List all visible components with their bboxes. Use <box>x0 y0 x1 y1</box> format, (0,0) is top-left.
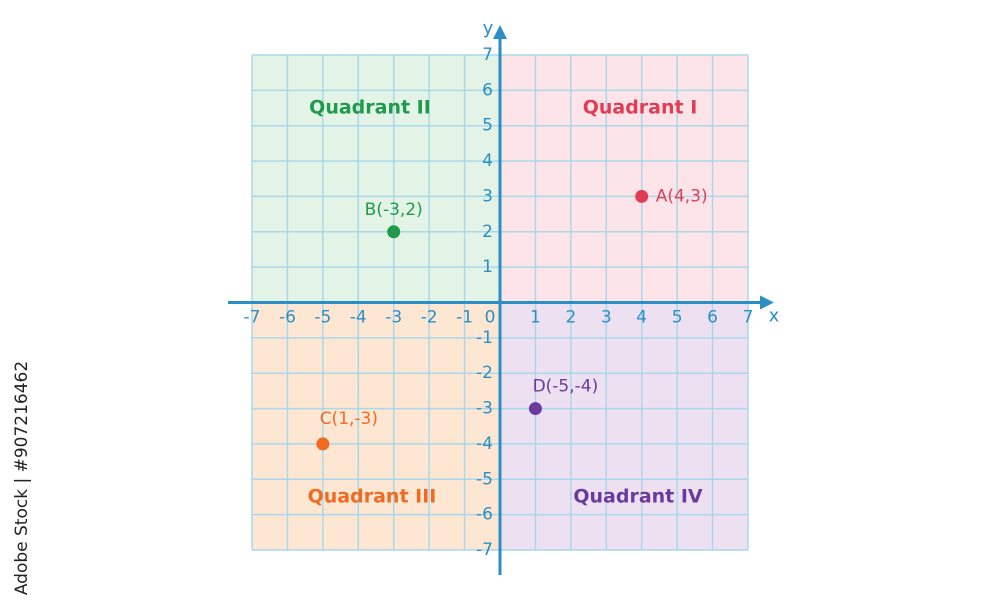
x-tick-label: -7 <box>244 308 261 328</box>
x-tick-label: 7 <box>743 308 754 328</box>
y-tick-label: 6 <box>482 80 493 100</box>
x-tick-label: -5 <box>314 308 331 328</box>
x-tick-label: 6 <box>707 308 718 328</box>
y-tick-label: 3 <box>482 186 493 206</box>
y-tick-label: -2 <box>476 363 493 383</box>
point <box>316 437 330 451</box>
y-tick-label: -7 <box>476 540 493 560</box>
x-tick-label: 5 <box>672 308 683 328</box>
x-tick-label: -6 <box>279 308 296 328</box>
x-tick-label: 0 <box>485 308 496 328</box>
watermark: Adobe Stock | #907216462 <box>12 361 32 595</box>
x-tick-label: -3 <box>385 308 402 328</box>
quadrant-label: Quadrant I <box>583 97 698 119</box>
quadrant-label: Quadrant IV <box>573 485 703 507</box>
quadrant-fill <box>252 55 500 303</box>
point <box>528 402 542 416</box>
y-tick-label: -3 <box>476 399 493 419</box>
x-tick-label: -1 <box>456 308 473 328</box>
quadrant-fill <box>252 302 500 550</box>
y-tick-label: 4 <box>482 151 493 171</box>
x-axis-label: x <box>769 306 780 327</box>
y-axis-label: y <box>483 18 494 39</box>
y-tick-label: -5 <box>476 469 493 489</box>
quadrant-fill <box>500 302 748 550</box>
y-axis-arrow <box>493 25 507 39</box>
y-tick-label: 1 <box>482 257 493 277</box>
y-tick-label: 5 <box>482 116 493 136</box>
y-tick-label: -1 <box>476 328 493 348</box>
quadrant-label: Quadrant II <box>309 97 431 119</box>
x-tick-label: -2 <box>421 308 438 328</box>
x-tick-label: 4 <box>636 308 647 328</box>
point-label: A(4,3) <box>656 186 708 206</box>
x-tick-label: 1 <box>530 308 541 328</box>
point-label: C(1,-3) <box>320 409 378 429</box>
point <box>387 225 401 239</box>
point-label: D(-5,-4) <box>533 377 599 397</box>
x-axis-arrow <box>760 295 774 310</box>
quadrant-label: Quadrant III <box>308 485 437 507</box>
y-tick-label: 2 <box>482 222 493 242</box>
x-tick-label: -4 <box>350 308 367 328</box>
point <box>635 189 649 203</box>
x-tick-label: 3 <box>601 308 612 328</box>
y-tick-label: -4 <box>476 434 493 454</box>
y-tick-label: 7 <box>482 45 493 65</box>
x-tick-label: 2 <box>565 308 576 328</box>
quadrant-fill <box>500 55 748 303</box>
point-label: B(-3,2) <box>365 200 423 220</box>
y-tick-label: -6 <box>476 505 493 525</box>
